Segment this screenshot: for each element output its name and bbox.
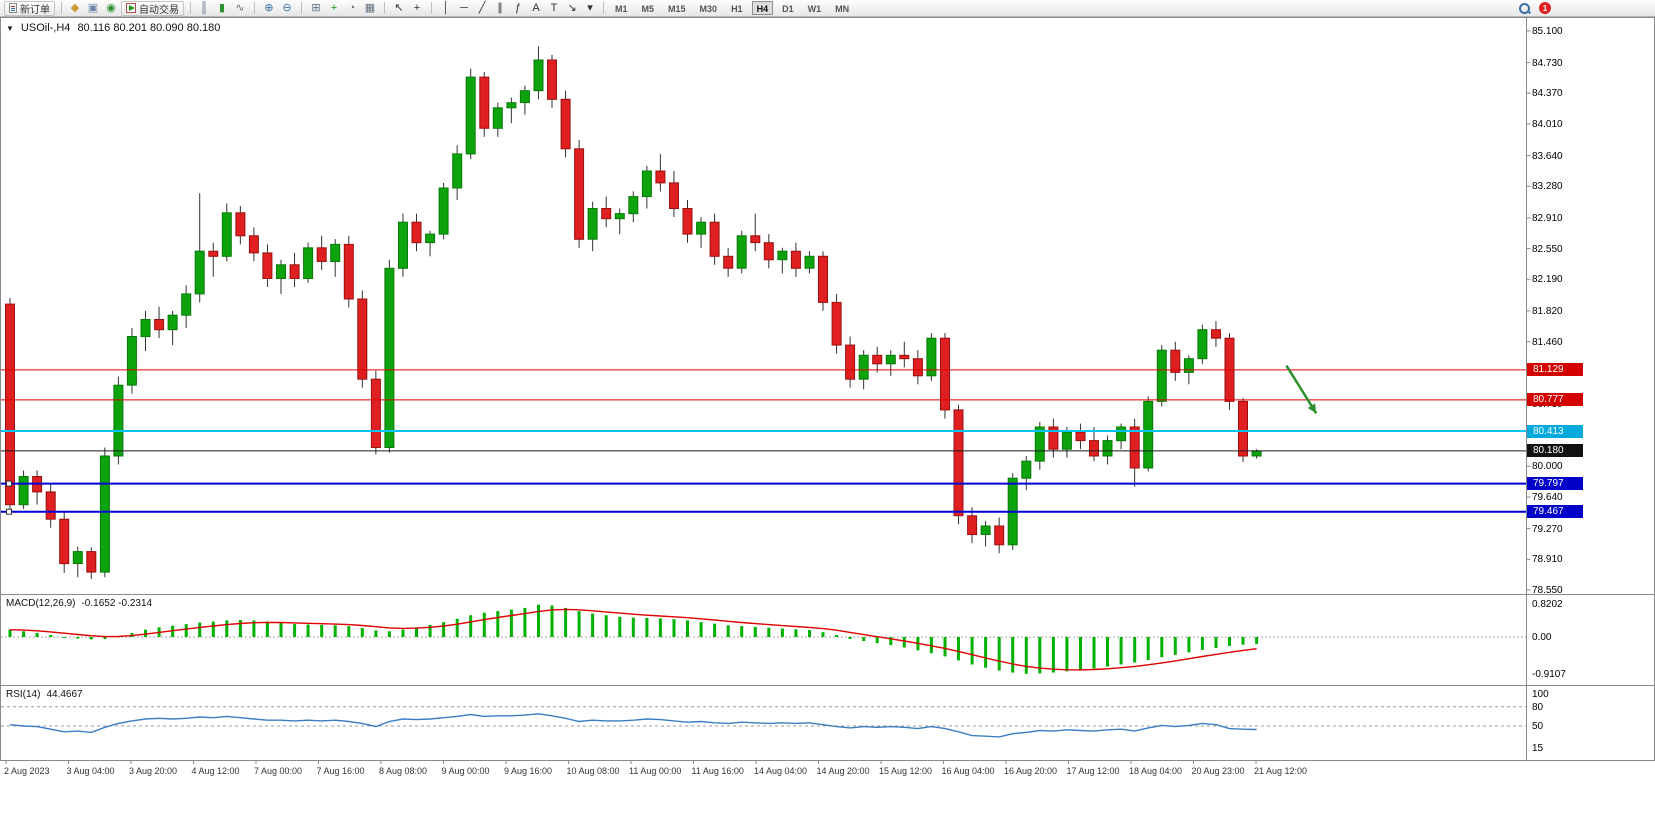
bar-chart-icon[interactable]: ║ xyxy=(200,1,208,14)
horizontal-line-icon[interactable]: ─ xyxy=(460,1,468,14)
candlesticks xyxy=(5,46,1262,579)
periods-icon[interactable]: ◔ xyxy=(348,1,356,14)
timeframe-h4[interactable]: H4 xyxy=(751,1,774,15)
timeframe-w1[interactable]: W1 xyxy=(807,4,822,14)
toolbar-right: 1 xyxy=(1518,2,1551,15)
toolbar-separator xyxy=(431,2,432,14)
timeframe-m30[interactable]: M30 xyxy=(699,4,718,14)
new-order-icon xyxy=(9,3,17,13)
timeframe-m1[interactable]: M1 xyxy=(615,4,628,14)
macd-panel-frame xyxy=(0,594,1655,686)
main-panel-frame xyxy=(0,17,1655,595)
tile-windows-icon[interactable]: ⊞ xyxy=(311,1,321,14)
macd-histogram xyxy=(8,604,1259,674)
cursor-icon[interactable]: ↖ xyxy=(394,1,404,14)
notification-badge[interactable]: 1 xyxy=(1539,2,1551,14)
timeframe-d1[interactable]: D1 xyxy=(782,4,794,14)
toolbar-separator xyxy=(384,2,385,14)
timeframe-mn[interactable]: MN xyxy=(835,4,850,14)
zoom-in-icon[interactable]: ⊕ xyxy=(264,1,274,14)
timeframe-m15[interactable]: M15 xyxy=(668,4,686,14)
arrow-annotation[interactable] xyxy=(1285,364,1318,415)
zoom-out-icon[interactable]: ⊖ xyxy=(282,1,292,14)
auto-trading-button[interactable]: 自动交易 xyxy=(121,0,184,16)
trendline-icon[interactable]: ╱ xyxy=(478,1,486,14)
rsi-panel-frame xyxy=(0,685,1655,761)
candlestick-chart-icon[interactable]: ▮ xyxy=(218,1,226,14)
arrow-annotation-head xyxy=(1307,403,1317,414)
text-icon[interactable]: A xyxy=(532,1,540,14)
timeframe-m5[interactable]: M5 xyxy=(641,4,655,14)
symbol-search-icon[interactable] xyxy=(1518,2,1531,15)
auto-trading-icon xyxy=(126,3,136,13)
auto-trading-label: 自动交易 xyxy=(139,4,179,16)
rsi-line xyxy=(9,713,1257,738)
dropdown-arrow-icon[interactable]: ▾ xyxy=(587,1,593,14)
templates-icon[interactable]: ▦ xyxy=(364,1,376,14)
timeframe-h1[interactable]: H1 xyxy=(731,4,743,14)
vertical-line-icon[interactable]: │ xyxy=(442,1,450,14)
line-handle[interactable] xyxy=(6,480,12,487)
label-icon[interactable]: T xyxy=(550,1,558,14)
channel-icon[interactable]: ∥ xyxy=(497,1,503,14)
fibonacci-icon[interactable]: ƒ xyxy=(514,1,522,14)
crosshair-icon[interactable]: + xyxy=(413,1,421,14)
toolbar-separator xyxy=(190,2,191,14)
community-icon[interactable]: ◉ xyxy=(106,1,116,14)
macd-signal-line xyxy=(9,608,1257,671)
editor-icon[interactable]: ◆ xyxy=(70,1,80,14)
main-toolbar: 新订单 ◆ ▣ ◉ 自动交易 ║ ▮ ∿ ⊕ ⊖ ⊞ + ◔ ▦ ↖ + │ ─ ╱ ∥ ƒ A T ↘ ▾ M1 M5 M1… xyxy=(0,0,1655,17)
arrow-tool-icon[interactable]: ↘ xyxy=(567,1,577,14)
timeframe-buttons: M1 M5 M15 M30 H1 H4 D1 W1 MN xyxy=(610,1,854,15)
new-order-button[interactable]: 新订单 xyxy=(4,0,55,16)
toolbar-separator xyxy=(61,2,62,14)
alerts-icon[interactable]: ▣ xyxy=(87,1,99,14)
line-chart-icon[interactable]: ∿ xyxy=(235,1,245,14)
new-order-label: 新订单 xyxy=(20,4,50,16)
toolbar-separator xyxy=(603,2,604,14)
toolbar-separator xyxy=(254,2,255,14)
line-handle[interactable] xyxy=(6,508,12,515)
toolbar-separator xyxy=(301,2,302,14)
indicators-icon[interactable]: + xyxy=(330,1,338,14)
